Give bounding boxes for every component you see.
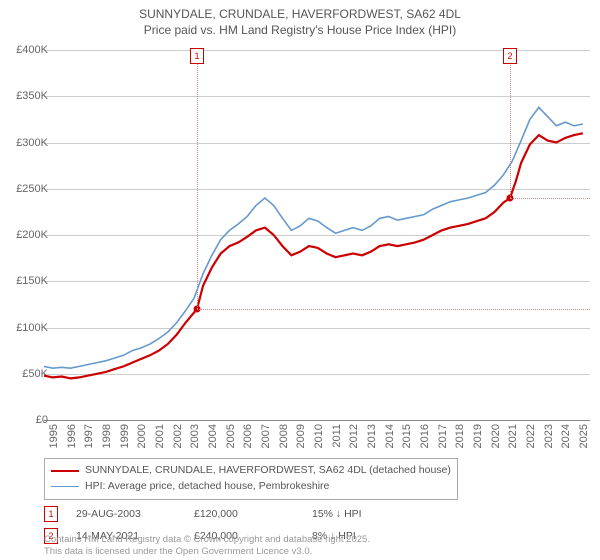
x-tick-label: 2019	[472, 424, 484, 454]
x-tick-label: 2006	[242, 424, 254, 454]
y-tick-label: £0	[6, 414, 48, 426]
y-tick-label: £50K	[6, 368, 48, 380]
x-tick-label: 2024	[560, 424, 572, 454]
x-tick-label: 2005	[225, 424, 237, 454]
x-tick-label: 2020	[490, 424, 502, 454]
x-tick-label: 2018	[454, 424, 466, 454]
x-tick-label: 2004	[207, 424, 219, 454]
x-tick-label: 2022	[525, 424, 537, 454]
plot-area: 12	[44, 50, 590, 420]
legend-box: SUNNYDALE, CRUNDALE, HAVERFORDWEST, SA62…	[44, 458, 458, 500]
plot-svg	[44, 50, 590, 420]
chart-container: SUNNYDALE, CRUNDALE, HAVERFORDWEST, SA62…	[0, 0, 600, 560]
marker-guide-h	[197, 309, 590, 310]
legend-label-0: SUNNYDALE, CRUNDALE, HAVERFORDWEST, SA62…	[85, 463, 451, 479]
series-price_paid	[44, 133, 583, 378]
x-tick-label: 2008	[278, 424, 290, 454]
legend-row-1: HPI: Average price, detached house, Pemb…	[51, 479, 451, 495]
footer: Contains HM Land Registry data © Crown c…	[44, 534, 370, 558]
x-tick-label: 2009	[295, 424, 307, 454]
x-tick-label: 2023	[543, 424, 555, 454]
x-tick-label: 1999	[119, 424, 131, 454]
sale-price: £120,000	[194, 508, 294, 520]
sale-date: 29-AUG-2003	[76, 508, 176, 520]
x-tick-label: 2000	[136, 424, 148, 454]
sale-row-1: 1 29-AUG-2003 £120,000 15% ↓ HPI	[44, 506, 590, 522]
y-tick-label: £250K	[6, 183, 48, 195]
legend-label-1: HPI: Average price, detached house, Pemb…	[85, 479, 329, 495]
legend-and-sales: SUNNYDALE, CRUNDALE, HAVERFORDWEST, SA62…	[44, 458, 590, 544]
marker-guide-v	[197, 50, 198, 309]
y-tick-label: £400K	[6, 44, 48, 56]
x-tick-label: 2002	[172, 424, 184, 454]
marker-guide-v	[510, 50, 511, 198]
x-tick-label: 2016	[419, 424, 431, 454]
x-tick-label: 2010	[313, 424, 325, 454]
series-hpi	[44, 107, 583, 368]
marker-guide-h	[510, 198, 590, 199]
x-tick-label: 1996	[66, 424, 78, 454]
x-tick-label: 2025	[578, 424, 590, 454]
x-tick-label: 2021	[507, 424, 519, 454]
gridline	[44, 420, 590, 421]
legend-row-0: SUNNYDALE, CRUNDALE, HAVERFORDWEST, SA62…	[51, 463, 451, 479]
legend-swatch-1	[51, 486, 79, 487]
chart-title: SUNNYDALE, CRUNDALE, HAVERFORDWEST, SA62…	[0, 0, 600, 38]
x-tick-label: 2013	[366, 424, 378, 454]
footer-line2: This data is licensed under the Open Gov…	[44, 546, 370, 558]
legend-swatch-0	[51, 470, 79, 472]
x-tick-label: 2012	[348, 424, 360, 454]
sale-delta: 15% ↓ HPI	[312, 508, 412, 520]
title-line1: SUNNYDALE, CRUNDALE, HAVERFORDWEST, SA62…	[0, 6, 600, 22]
y-tick-label: £100K	[6, 322, 48, 334]
x-tick-label: 2015	[401, 424, 413, 454]
x-tick-label: 2014	[384, 424, 396, 454]
y-tick-label: £350K	[6, 90, 48, 102]
y-tick-label: £300K	[6, 137, 48, 149]
y-tick-label: £200K	[6, 229, 48, 241]
x-tick-label: 2011	[331, 424, 343, 454]
x-tick-label: 2007	[260, 424, 272, 454]
x-tick-label: 2001	[154, 424, 166, 454]
y-tick-label: £150K	[6, 275, 48, 287]
x-tick-label: 2003	[189, 424, 201, 454]
sale-marker: 1	[44, 506, 58, 522]
marker-box-2: 2	[503, 48, 517, 64]
title-line2: Price paid vs. HM Land Registry's House …	[0, 22, 600, 38]
marker-box-1: 1	[190, 48, 204, 64]
x-tick-label: 1998	[101, 424, 113, 454]
footer-line1: Contains HM Land Registry data © Crown c…	[44, 534, 370, 546]
x-tick-label: 1997	[83, 424, 95, 454]
x-tick-label: 2017	[437, 424, 449, 454]
x-tick-label: 1995	[48, 424, 60, 454]
